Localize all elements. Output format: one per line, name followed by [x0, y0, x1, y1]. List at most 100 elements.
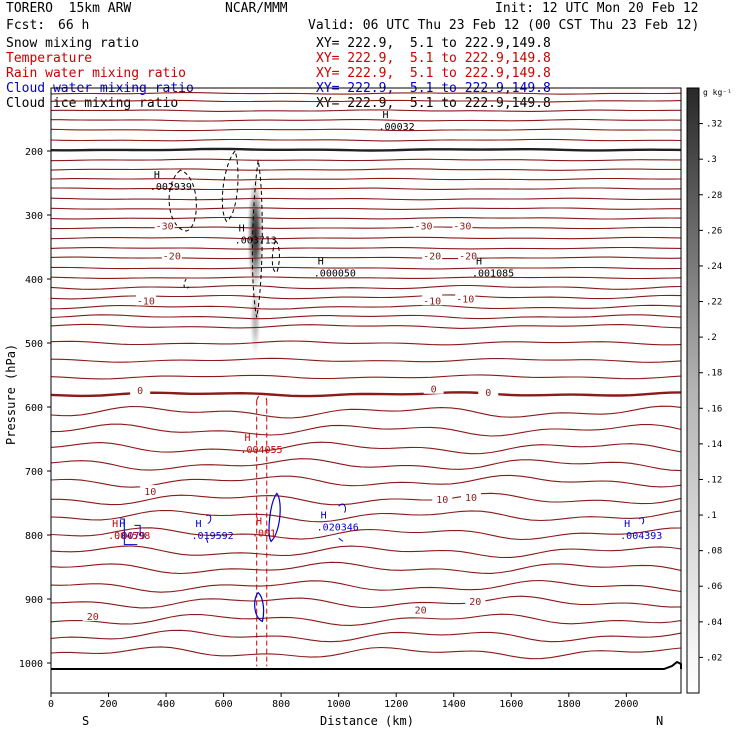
model-title: TORERO 15km ARW — [6, 1, 132, 16]
isotherm — [51, 256, 681, 260]
isotherm — [51, 276, 681, 280]
maximum-marker: H — [256, 516, 262, 527]
x-tick-label: 1600 — [499, 699, 523, 710]
isotherm — [51, 441, 681, 455]
legend-temperature-xy: XY= 222.9, 5.1 to 222.9,149.8 — [316, 51, 551, 66]
legend-snow-xy: XY= 222.9, 5.1 to 222.9,149.8 — [316, 36, 551, 51]
isotherm — [51, 579, 681, 593]
forecast-hours: 66 h — [58, 18, 90, 33]
x-tick-label: 800 — [272, 699, 290, 710]
isotherm-label: 20 — [87, 612, 99, 623]
x-axis-title: Distance (km) — [320, 714, 414, 728]
isotherm-label-bg — [455, 292, 476, 304]
isotherm-label-bg — [154, 219, 175, 231]
terrain-line — [51, 660, 682, 670]
maximum-marker: H — [383, 110, 389, 121]
y-tick-label: 700 — [25, 467, 43, 478]
isotherm — [51, 158, 681, 162]
y-tick-label: 900 — [25, 595, 43, 606]
x-tick-label: 1400 — [442, 699, 466, 710]
y-tick-label: 1000 — [19, 659, 43, 670]
legend-rain-xy: XY= 222.9, 5.1 to 222.9,149.8 — [316, 66, 551, 81]
cloud-water-contour — [254, 591, 265, 623]
isotherm-label: -10 — [423, 296, 441, 307]
isotherm — [51, 405, 681, 419]
isotherm-label: 10 — [144, 487, 156, 498]
y-tick-label: 400 — [25, 275, 43, 286]
colorbar-tick-label: .06 — [706, 582, 722, 592]
isotherm-label: -10 — [137, 296, 155, 307]
colorbar-tick-label: .12 — [706, 475, 722, 485]
x-tick-label: 400 — [157, 699, 175, 710]
isotherm-label: 0 — [431, 385, 437, 396]
isotherm-label: -30 — [156, 222, 174, 233]
valid-time: Valid: 06 UTC Thu 23 Feb 12 (00 CST Thu … — [308, 18, 700, 33]
isotherm — [51, 545, 681, 559]
isotherm — [51, 304, 681, 310]
cloud-water-contour — [638, 517, 645, 525]
isotherm — [51, 458, 681, 472]
isotherm-label-bg — [140, 485, 161, 497]
isotherm-label-bg — [458, 249, 479, 261]
isotherm-label-bg — [130, 384, 151, 395]
x-tick-label: 1800 — [557, 699, 581, 710]
maximum-marker: H — [476, 257, 482, 268]
isotherm-label: -20 — [423, 252, 441, 263]
north-label: N — [656, 714, 663, 728]
isotherm-label-bg — [161, 249, 182, 261]
x-tick-label: 1200 — [384, 699, 408, 710]
colorbar-tick-label: .02 — [706, 653, 722, 663]
maximum-marker: H — [244, 433, 250, 444]
isotherm — [51, 294, 681, 300]
isotherm — [51, 92, 681, 95]
isotherm — [51, 236, 681, 240]
colorbar-tick-label: .08 — [706, 547, 722, 557]
forecast-label: Fcst: — [6, 18, 46, 33]
isotherm-label-bg — [452, 219, 473, 231]
isotherm — [51, 187, 681, 191]
maximum-value-label: .00032 — [379, 122, 415, 133]
isotherm-bold — [51, 391, 681, 398]
cloud-ice-contour — [168, 169, 197, 232]
colorbar-tick-label: .28 — [706, 191, 722, 201]
isotherm — [51, 561, 681, 575]
isotherm-label-bg — [422, 249, 443, 261]
isotherm — [51, 357, 681, 363]
colorbar-tick-label: .04 — [706, 618, 722, 628]
maximum-value-label: .004598 — [108, 531, 150, 542]
y-tick-label: 600 — [25, 403, 43, 414]
cloud-water-contour — [120, 518, 141, 546]
producer-label: NCAR/MMM — [225, 1, 288, 16]
snow-mixing-ratio-shading — [249, 283, 262, 364]
maximum-value-label: .020346 — [317, 523, 359, 534]
init-time: Init: 12 UTC Mon 20 Feb 12 — [495, 1, 699, 16]
isotherm-label: 10 — [465, 493, 477, 504]
legend-temperature: Temperature — [6, 51, 93, 66]
cloud-water-contour — [205, 514, 212, 543]
y-tick-label: 300 — [25, 211, 43, 222]
isotherm-label-bg — [432, 492, 453, 504]
south-label: S — [82, 714, 89, 728]
x-tick-label: 200 — [100, 699, 118, 710]
isotherm-label-bg — [422, 294, 443, 306]
snow-mixing-ratio-shading — [246, 178, 265, 303]
y-axis-title: Pressure (hPa) — [4, 344, 18, 445]
colorbar-tick-label: .24 — [706, 262, 722, 272]
isotherm — [51, 474, 681, 488]
isotherm — [51, 168, 681, 171]
cloud-ice-contour — [183, 278, 189, 290]
isotherm — [51, 207, 681, 210]
isotherm-label-bg — [82, 609, 103, 621]
maximum-value-label: .001 — [252, 528, 276, 539]
colorbar-tick-label: .14 — [706, 440, 722, 450]
isotherm — [51, 629, 681, 643]
x-tick-label: 2000 — [614, 699, 638, 710]
x-tick-label: 1000 — [327, 699, 351, 710]
isotherm — [51, 118, 681, 122]
colorbar-tick-label: .32 — [706, 120, 722, 130]
isotherm-label-bg — [135, 294, 156, 306]
legend-rain: Rain water mixing ratio — [6, 66, 187, 81]
isotherm — [51, 226, 681, 230]
isotherm — [51, 340, 681, 346]
